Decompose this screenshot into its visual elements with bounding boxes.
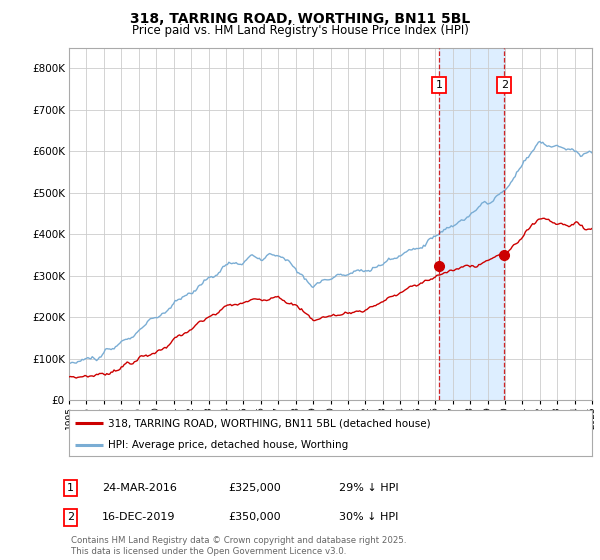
Bar [439,48,505,400]
Text: £325,000: £325,000 [228,483,281,493]
Text: 1: 1 [436,80,443,90]
Text: Price paid vs. HM Land Registry's House Price Index (HPI): Price paid vs. HM Land Registry's House … [131,24,469,37]
Text: 1: 1 [67,483,74,493]
Text: 318, TARRING ROAD, WORTHING, BN11 5BL (detached house): 318, TARRING ROAD, WORTHING, BN11 5BL (d… [108,418,431,428]
Text: 318, TARRING ROAD, WORTHING, BN11 5BL: 318, TARRING ROAD, WORTHING, BN11 5BL [130,12,470,26]
Text: 2: 2 [67,512,74,522]
Text: 29% ↓ HPI: 29% ↓ HPI [339,483,398,493]
Text: 24-MAR-2016: 24-MAR-2016 [102,483,177,493]
Text: HPI: Average price, detached house, Worthing: HPI: Average price, detached house, Wort… [108,440,349,450]
Text: 16-DEC-2019: 16-DEC-2019 [102,512,176,522]
Text: This data is licensed under the Open Government Licence v3.0.: This data is licensed under the Open Gov… [71,547,346,556]
Text: 2: 2 [501,80,508,90]
Text: Contains HM Land Registry data © Crown copyright and database right 2025.: Contains HM Land Registry data © Crown c… [71,536,406,545]
Text: 30% ↓ HPI: 30% ↓ HPI [339,512,398,522]
Text: £350,000: £350,000 [228,512,281,522]
